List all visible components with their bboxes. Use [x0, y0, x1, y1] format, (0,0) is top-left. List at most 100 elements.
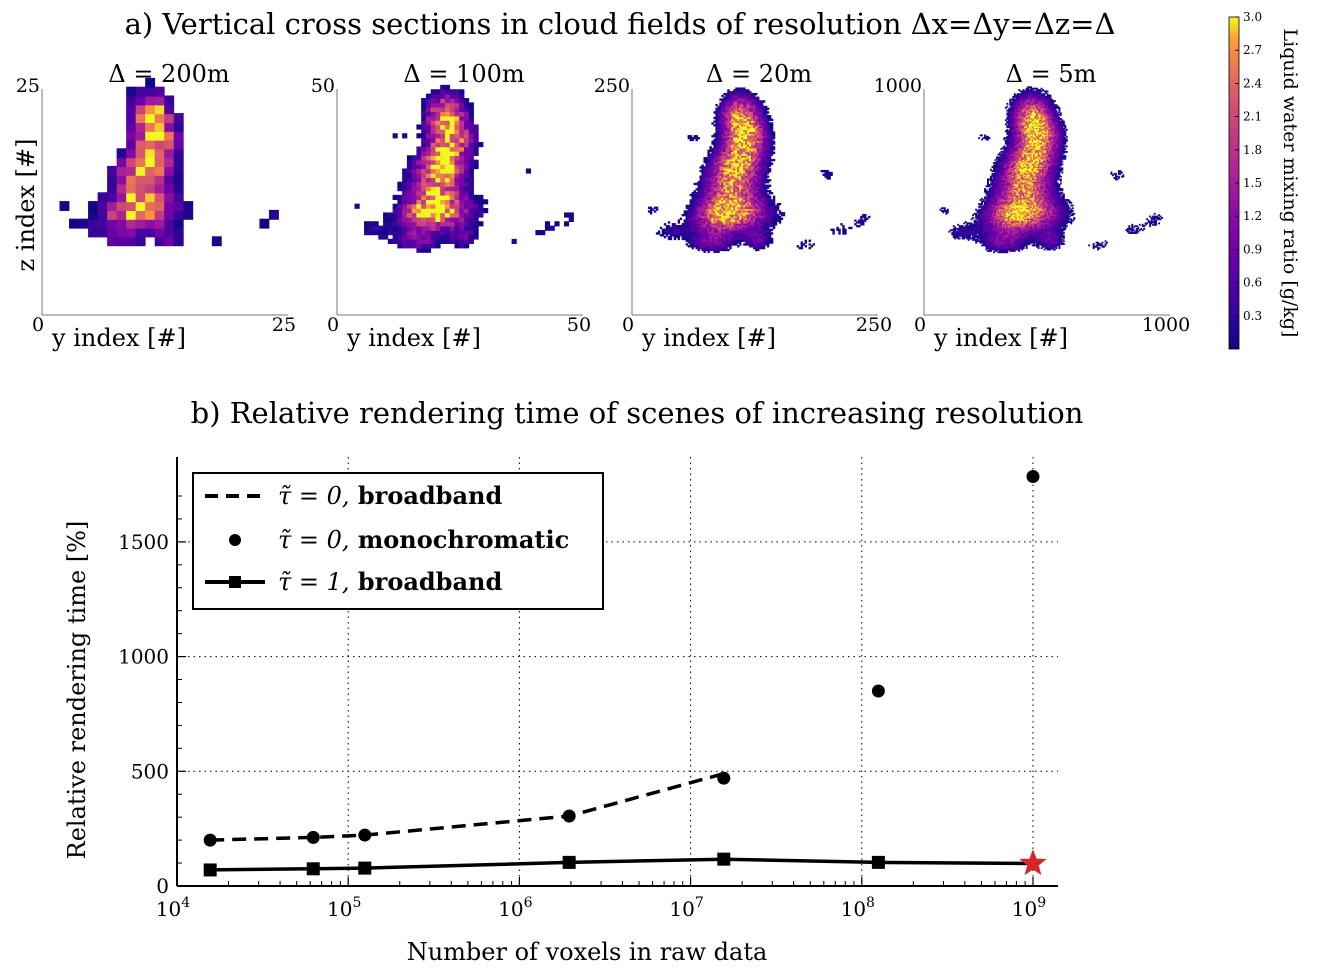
- cloud-cell: [707, 180, 710, 184]
- cloud-cell: [154, 121, 165, 132]
- cloud-cell: [717, 197, 720, 200]
- cloud-cell: [854, 223, 857, 226]
- cloud-cell: [745, 179, 748, 182]
- cloud-cell: [406, 208, 413, 214]
- cloud-cell: [973, 226, 976, 229]
- cloud-cell: [671, 232, 675, 235]
- cloud-cell: [1000, 194, 1003, 197]
- cloud-cell: [998, 199, 1001, 201]
- cloud-cell: [994, 218, 997, 221]
- cloud-cell: [444, 150, 451, 156]
- cloud-cell: [774, 221, 778, 224]
- cloud-cell: [745, 136, 748, 140]
- cloud-cell: [753, 195, 756, 198]
- cloud-cell: [967, 236, 970, 239]
- cloud-cell: [440, 216, 446, 222]
- cloud-cell: [554, 221, 560, 227]
- cloud-cell: [955, 236, 958, 239]
- cloud-cell: [991, 212, 994, 215]
- cloud-cell: [760, 169, 764, 173]
- cloud-cell: [695, 195, 698, 198]
- cloud-cell: [725, 206, 728, 209]
- cloud-cell: [731, 164, 734, 167]
- cloud-cell: [737, 221, 740, 224]
- cloud-cell: [468, 137, 474, 143]
- cloud-cell: [967, 233, 970, 236]
- cloud-cell: [762, 228, 766, 231]
- cloud-cell: [735, 158, 738, 162]
- cloud-cell: [713, 199, 716, 202]
- cloud-cell: [669, 235, 673, 239]
- cloud-cell: [691, 195, 694, 198]
- cloud-cell: [997, 167, 1000, 170]
- cloud-cell: [991, 178, 994, 181]
- cloud-cell: [749, 190, 752, 193]
- cloud-cell: [988, 178, 991, 181]
- cloud-cell: [713, 186, 716, 189]
- cloud-cell: [711, 160, 714, 164]
- cloud-cell: [757, 195, 760, 198]
- cloud-cell: [711, 164, 714, 167]
- cloud-cell: [745, 140, 748, 143]
- cloud-cell: [681, 235, 685, 239]
- cloud-cell: [723, 188, 726, 191]
- cloud-cell: [985, 197, 988, 200]
- cloud-cell: [990, 177, 992, 179]
- cloud-cell: [739, 177, 742, 180]
- cloud-cell: [416, 177, 422, 183]
- cloud-cell: [995, 232, 998, 234]
- cloud-cell: [709, 173, 712, 176]
- cloud-cell: [747, 144, 750, 147]
- cloud-cell: [444, 106, 451, 112]
- cloud-cell: [995, 200, 998, 203]
- cloud-cell: [990, 232, 992, 234]
- cloud-cell: [992, 186, 995, 189]
- cloud-cell: [985, 241, 988, 244]
- cloud-cell: [713, 120, 716, 123]
- cloud-cell: [992, 208, 995, 211]
- cloud-cell: [425, 128, 432, 134]
- cloud-cell: [1000, 216, 1003, 219]
- cloud-cell: [985, 196, 988, 199]
- cloud-cell: [751, 151, 754, 154]
- cloud-cell: [997, 240, 1000, 243]
- cloud-cell: [719, 109, 722, 112]
- cloud-cell: [992, 204, 995, 207]
- cloud-cell: [757, 98, 760, 101]
- cloud-cell: [721, 215, 724, 219]
- cloud-cell: [757, 175, 760, 178]
- cloud-cell: [691, 234, 694, 237]
- cloud-cell: [998, 181, 1001, 184]
- cloud-cell: [741, 193, 744, 197]
- cloud-cell: [981, 216, 983, 219]
- cloud-cell: [998, 216, 1001, 219]
- cloud-cell: [729, 206, 732, 209]
- cloud-cell: [991, 181, 994, 184]
- cloud-cell: [753, 120, 756, 123]
- cloud-cell: [699, 228, 702, 231]
- cloud-cell: [464, 137, 470, 143]
- cloud-cell: [747, 142, 750, 145]
- cloud-cell: [984, 207, 986, 210]
- cloud-cell: [943, 210, 946, 212]
- cloud-cell: [747, 164, 750, 167]
- cloud-cell: [741, 171, 744, 175]
- cloud-cell: [411, 159, 417, 165]
- cloud-cell: [709, 235, 712, 239]
- cloud-cell: [709, 160, 712, 164]
- cloud-cell: [715, 168, 718, 171]
- cloud-cell: [707, 206, 710, 209]
- cloud-cell: [705, 206, 708, 209]
- cloud-cell: [116, 165, 127, 176]
- cloud-cell: [759, 199, 762, 202]
- cloud-cell: [725, 210, 728, 213]
- cloud-cell: [411, 181, 417, 187]
- cloud-cell: [995, 186, 998, 189]
- cloud-cell: [957, 234, 960, 237]
- cloud-cell: [739, 193, 742, 197]
- cloud-cell: [749, 193, 752, 197]
- cloud-cell: [987, 201, 989, 204]
- cloud-cell: [725, 162, 728, 165]
- cloud-cell: [715, 230, 718, 233]
- cloud-cell: [729, 208, 732, 211]
